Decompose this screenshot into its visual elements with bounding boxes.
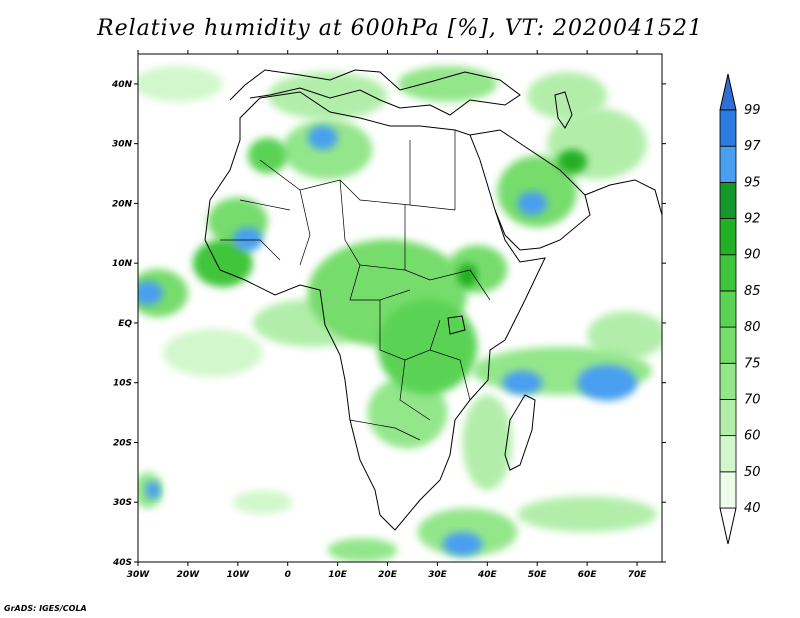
humidity-region bbox=[462, 394, 513, 491]
colorbar-segment bbox=[719, 399, 737, 437]
lon-tick-label: 20W bbox=[177, 570, 201, 580]
humidity-region bbox=[457, 263, 478, 288]
colorbar-segment bbox=[719, 471, 737, 509]
lon-tick-label: 10W bbox=[227, 570, 251, 580]
colorbar-level-label: 92 bbox=[744, 212, 761, 227]
humidity-region bbox=[162, 328, 263, 377]
humidity-region bbox=[267, 71, 388, 120]
humidity-region bbox=[502, 370, 543, 395]
colorbar-level-label: 60 bbox=[744, 429, 761, 444]
humidity-region bbox=[327, 538, 398, 562]
humidity-region bbox=[138, 65, 223, 102]
grads-credit: GrADS: IGES/COLA bbox=[4, 604, 87, 613]
humidity-region bbox=[138, 281, 163, 306]
humidity-region bbox=[442, 532, 483, 557]
colorbar-level-label: 85 bbox=[744, 284, 761, 299]
colorbar-segment bbox=[719, 109, 737, 147]
humidity-region bbox=[282, 119, 373, 180]
lon-tick-label: 0 bbox=[285, 570, 291, 580]
humidity-field bbox=[138, 65, 662, 562]
madagascar-coastline bbox=[504, 394, 536, 471]
lat-tick-label: 20N bbox=[112, 199, 133, 209]
colorbar-segment bbox=[719, 435, 737, 473]
lake-victoria bbox=[447, 315, 466, 335]
humidity-region bbox=[447, 245, 508, 294]
caspian-sea bbox=[554, 91, 573, 129]
lat-tick-label: 30S bbox=[113, 498, 132, 508]
colorbar-level-label: 40 bbox=[744, 501, 761, 516]
humidity-region bbox=[367, 376, 448, 449]
colorbar-level-label: 70 bbox=[744, 392, 761, 407]
lat-tick-label: 10S bbox=[113, 379, 132, 389]
colorbar-level-label: 75 bbox=[744, 356, 761, 371]
coastlines bbox=[204, 69, 662, 531]
lon-tick-label: 50E bbox=[528, 570, 548, 580]
colorbar-segment bbox=[719, 254, 737, 292]
humidity-region bbox=[577, 364, 638, 401]
humidity-region bbox=[247, 137, 288, 174]
humidity-region bbox=[192, 239, 253, 288]
humidity-region bbox=[587, 310, 662, 359]
humidity-region bbox=[232, 490, 293, 515]
humidity-region bbox=[377, 299, 478, 395]
lon-tick-label: 70E bbox=[628, 570, 648, 580]
europe-coastline bbox=[229, 69, 521, 116]
humidity-region bbox=[307, 125, 338, 150]
humidity-region bbox=[517, 496, 658, 533]
africa-coastline bbox=[204, 91, 546, 531]
lon-tick-label: 60E bbox=[578, 570, 598, 580]
humidity-region bbox=[397, 65, 498, 102]
colorbar-level-label: 97 bbox=[744, 139, 761, 154]
colorbar-level-label: 95 bbox=[744, 175, 761, 190]
lat-tick-label: 40N bbox=[111, 80, 133, 90]
humidity-region bbox=[557, 149, 588, 174]
colorbar-segment bbox=[719, 181, 737, 219]
map-axes: 30W 20W 10W 0 10E 20E 30E 40E 50E 60E 70E 40N 30N 20N… bbox=[111, 50, 666, 580]
humidity-region bbox=[145, 481, 161, 500]
colorbar-segment bbox=[719, 218, 737, 256]
lon-tick-label: 40E bbox=[477, 570, 498, 580]
lon-tick-label: 10E bbox=[328, 570, 348, 580]
lat-tick-label: 30N bbox=[112, 140, 133, 150]
colorbar-level-label: 80 bbox=[744, 320, 761, 335]
humidity-region bbox=[497, 155, 578, 228]
colorbar-segment bbox=[719, 362, 737, 400]
humidity-region bbox=[232, 227, 263, 252]
map-title: Relative humidity at 600hPa [%], VT: 202… bbox=[97, 16, 703, 41]
map-panel: 30W 20W 10W 0 10E 20E 30E 40E 50E 60E 70E 40N 30N 20N… bbox=[111, 50, 666, 580]
lat-tick-label: 20S bbox=[113, 438, 132, 448]
colorbar-segment bbox=[719, 290, 737, 328]
lon-tick-label: 30W bbox=[127, 570, 151, 580]
country-borders bbox=[220, 130, 491, 441]
humidity-region bbox=[517, 191, 548, 216]
lon-tick-label: 20E bbox=[378, 570, 398, 580]
colorbar-level-label: 90 bbox=[744, 248, 761, 263]
asia-coastline bbox=[584, 179, 662, 216]
arabia-coastline bbox=[469, 129, 591, 251]
colorbar-segment bbox=[719, 145, 737, 183]
colorbar-min-triangle bbox=[719, 507, 737, 545]
colorbar-level-label: 99 bbox=[744, 103, 761, 118]
map-frame bbox=[137, 53, 663, 563]
colorbar: 40 50 60 70 75 80 85 90 92 95 97 99 bbox=[719, 73, 761, 545]
lat-tick-label: EQ bbox=[118, 319, 132, 329]
colorbar-segment bbox=[719, 326, 737, 364]
lon-tick-label: 30E bbox=[428, 570, 448, 580]
humidity-region bbox=[527, 71, 608, 120]
border-lines bbox=[220, 130, 491, 441]
lat-tick-label: 40S bbox=[112, 558, 132, 568]
colorbar-level-label: 50 bbox=[744, 465, 761, 480]
lat-tick-label: 10N bbox=[112, 259, 133, 269]
colorbar-max-triangle bbox=[719, 73, 737, 111]
